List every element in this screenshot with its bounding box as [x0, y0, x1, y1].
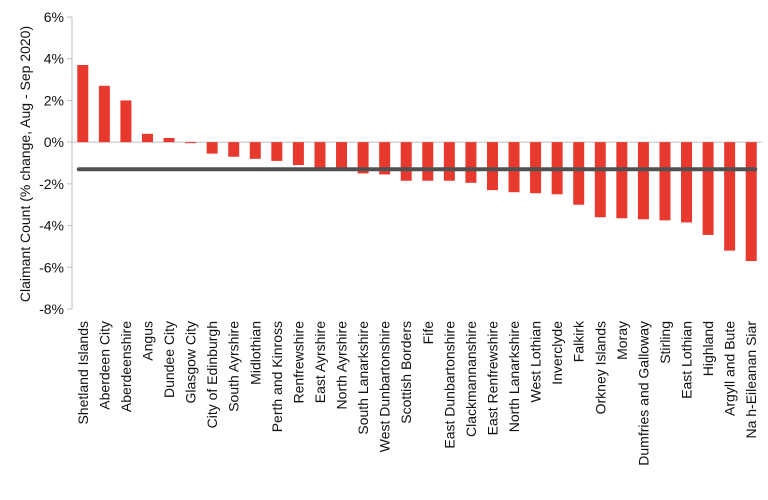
x-tick-label: Stirling [657, 321, 673, 364]
x-tick-label: East Dunbartonshire [441, 321, 457, 449]
x-tick-label: Aberdeenshire [118, 321, 134, 412]
x-tick-label: Highland [700, 321, 716, 376]
x-tick-label: Shetland Islands [75, 321, 91, 425]
y-tick-label: 2% [44, 92, 64, 108]
x-tick-label: City of Edinburgh [204, 321, 220, 428]
bar [249, 142, 261, 159]
x-tick-label: Midlothian [247, 321, 263, 385]
x-tick-label: North Ayrshire [334, 321, 350, 410]
bar [616, 142, 628, 219]
bar [573, 142, 585, 205]
bars [77, 64, 757, 262]
bar [292, 142, 304, 166]
bar [314, 142, 326, 169]
x-tick-label: Angus [139, 321, 155, 361]
x-tick-label: Falkirk [571, 320, 587, 362]
x-tick-label: Fife [420, 321, 436, 345]
x-tick-label: Scottish Borders [398, 321, 414, 424]
y-tick-labels: 6% 4% 2% 0% -2% -4% -6% -8% [39, 9, 72, 317]
x-tick-label: Argyll and Bute [722, 321, 738, 416]
bar [400, 142, 412, 181]
x-tick-label: Dundee City [161, 321, 177, 398]
bar [724, 142, 736, 251]
bar [594, 142, 606, 218]
bar [141, 133, 153, 143]
bar [185, 142, 197, 144]
bar [336, 142, 348, 170]
x-tick-label: Dumfries and Galloway [635, 321, 651, 466]
x-tick-label: Perth and Kinross [269, 321, 285, 432]
x-tick-label: Na h-Eileanan Siar [743, 321, 759, 439]
x-tick-label: North Lanarkshire [506, 321, 522, 432]
bar [120, 100, 132, 143]
bar [357, 142, 369, 174]
y-tick-label: -6% [39, 259, 64, 275]
bar [98, 85, 110, 143]
x-tick-label: East Lothian [679, 321, 695, 399]
y-tick-label: 0% [44, 134, 64, 150]
x-tick-label: South Lanarkshire [355, 321, 371, 435]
x-tick-label: Glasgow City [183, 321, 199, 403]
y-tick-label: 6% [44, 9, 64, 25]
bar [486, 142, 498, 191]
x-tick-label: Aberdeen City [96, 321, 112, 410]
bar [702, 142, 714, 235]
bar [681, 142, 693, 223]
x-tick-label: East Ayrshire [312, 321, 328, 403]
x-tick-label: Inverclyde [549, 321, 565, 385]
bar [379, 142, 391, 175]
bar [77, 64, 89, 143]
bar [465, 142, 477, 183]
y-tick-label: 4% [44, 51, 64, 67]
bar [163, 137, 175, 143]
x-tick-label: West Dunbartonshire [377, 321, 393, 452]
x-tick-label: South Ayrshire [226, 321, 242, 412]
y-axis-label: Claimant Count (% change, Aug - Sep 2020… [17, 26, 33, 302]
bar [228, 142, 240, 157]
x-tick-label: West Lothian [528, 321, 544, 402]
bar [637, 142, 649, 220]
bar [422, 142, 434, 181]
y-tick-label: -8% [39, 301, 64, 317]
bar [508, 142, 520, 193]
y-tick-label: -2% [39, 176, 64, 192]
x-tick-label: Renfrewshire [290, 321, 306, 404]
x-tick-label: Orkney Islands [592, 321, 608, 414]
x-tick-labels: Shetland Islands Aberdeen City Aberdeenshi… [75, 320, 759, 466]
bar [745, 142, 757, 262]
bar [659, 142, 671, 221]
x-tick-label: Clackmannanshire [463, 321, 479, 437]
bar [206, 142, 218, 154]
y-tick-label: -4% [39, 218, 64, 234]
x-tick-label: East Renfrewshire [484, 321, 500, 436]
bar [443, 142, 455, 181]
bar [271, 142, 283, 161]
x-tick-label: Moray [614, 321, 630, 360]
